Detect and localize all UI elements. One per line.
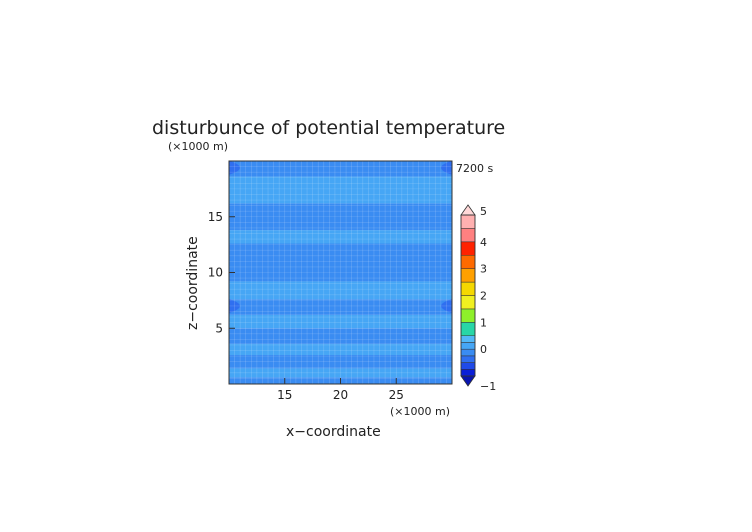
field-band	[229, 176, 452, 204]
colorbar-tick-label: 0	[480, 343, 487, 356]
field-band	[229, 230, 452, 244]
colorbar-frame	[460, 214, 476, 377]
colorbar-level	[460, 241, 476, 256]
colorbar-level	[460, 335, 476, 343]
x-tick-label: 20	[333, 388, 348, 402]
field-band	[229, 161, 452, 177]
y-tick-label: 10	[208, 266, 223, 280]
colorbar-level	[460, 348, 476, 357]
field-band	[229, 343, 452, 356]
colorbar-tick-label: 2	[480, 290, 487, 303]
colorbar-over-arrow	[460, 204, 476, 216]
field-contour	[229, 160, 240, 175]
field-contour	[229, 288, 452, 295]
colorbar-tick-label: 1	[480, 316, 487, 329]
field-contour	[229, 298, 240, 313]
field-contour	[441, 298, 452, 313]
colorbar-level	[460, 255, 476, 269]
field-band	[229, 314, 452, 329]
colorbar-level	[460, 322, 476, 337]
colorbar-level	[460, 268, 476, 283]
field-contour	[229, 253, 452, 270]
colorbar-level	[460, 355, 476, 363]
y-unit-label: (×1000 m)	[168, 140, 228, 153]
y-axis-label: z−coordinate	[185, 236, 201, 330]
colorbar-level	[460, 369, 476, 377]
colorbar-tick-label: 3	[480, 263, 487, 276]
y-tick-label: 5	[215, 321, 223, 335]
x-unit-label: (×1000 m)	[390, 405, 450, 418]
colorbar-tick-label: 4	[480, 236, 487, 249]
colorbar-level	[460, 281, 476, 296]
colorbar-level	[460, 362, 476, 370]
colorbar: −1 0 1 2 3 4 5	[460, 204, 496, 393]
field-band	[229, 328, 452, 344]
colorbar-level	[460, 214, 476, 229]
x-tick-label: 25	[389, 388, 404, 402]
colorbar-tick-label: 5	[480, 205, 487, 218]
colorbar-level	[460, 342, 476, 350]
colorbar-under-arrow	[460, 375, 476, 387]
field-band	[229, 299, 452, 315]
field-contour	[229, 216, 452, 231]
colorbar-level	[460, 295, 476, 310]
field-band	[229, 368, 452, 378]
colorbar-level	[460, 228, 476, 243]
colorbar-tick-label: −1	[480, 380, 496, 393]
colorbar-level	[460, 308, 476, 323]
y-tick-label: 15	[208, 210, 223, 224]
time-label: 7200 s	[456, 162, 493, 175]
x-tick-label: 15	[277, 388, 292, 402]
chart-title: disturbunce of potential temperature	[152, 117, 505, 139]
field-contour	[229, 358, 452, 367]
x-axis-label: x−coordinate	[286, 424, 381, 440]
field-contour	[441, 160, 452, 175]
plot-area: 15 20 25 5 10 15	[208, 160, 453, 402]
